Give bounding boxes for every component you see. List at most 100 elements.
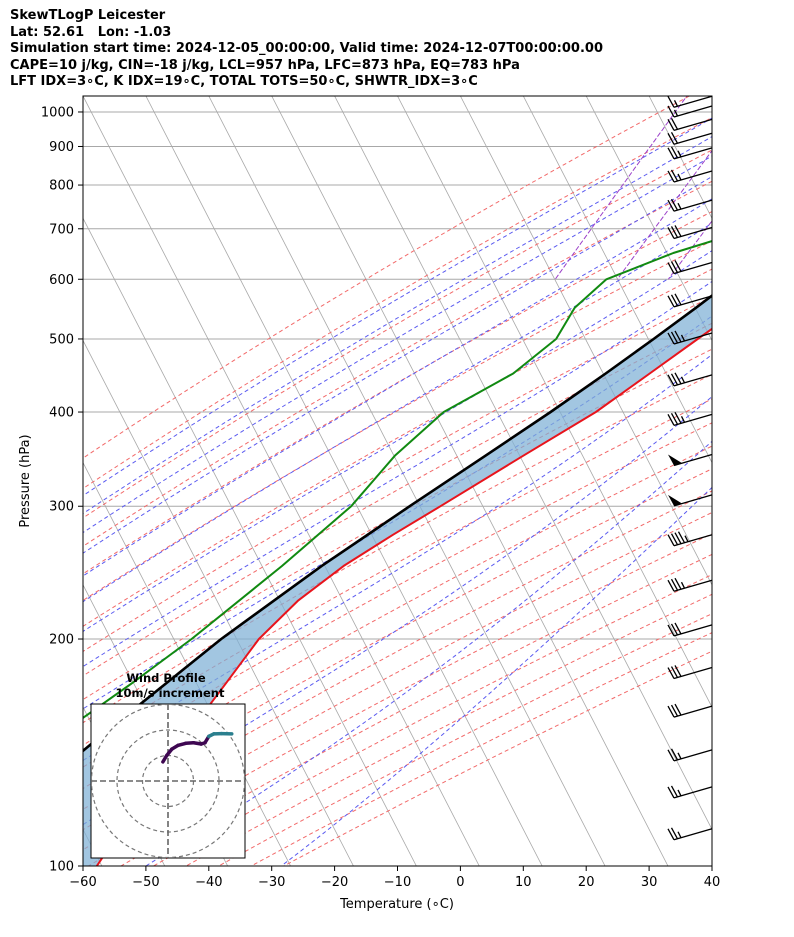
barb-flag <box>674 665 682 677</box>
sounding-profiles <box>83 240 712 866</box>
y-tick-label: 600 <box>49 273 74 288</box>
barb-flag <box>674 622 682 635</box>
barb-flag <box>674 703 682 716</box>
barb-shaft <box>673 261 713 275</box>
wind-barb <box>667 198 713 212</box>
dry-adiabat <box>83 468 712 810</box>
barb-shaft <box>673 199 713 212</box>
barb-shaft <box>673 579 713 592</box>
barb-flag <box>667 262 675 274</box>
barb-flag <box>670 118 679 130</box>
moist-adiabat <box>83 155 712 534</box>
barb-shaft <box>673 118 713 131</box>
barb-half-flag <box>677 173 682 181</box>
isotherm-line <box>208 96 606 866</box>
barb-shaft <box>673 749 713 762</box>
barb-flag <box>670 331 679 344</box>
moist-adiabat <box>83 222 712 603</box>
barb-flag <box>667 579 675 592</box>
dry-adiabat <box>83 96 691 459</box>
barb-flag <box>667 119 675 131</box>
y-axis-label: Pressure (hPa) <box>18 434 33 527</box>
barb-shaft <box>673 413 713 426</box>
wind-barb <box>667 703 713 718</box>
x-tick-label: 40 <box>704 875 721 890</box>
cape-cin-shading <box>83 295 712 866</box>
barb-flag <box>674 411 682 424</box>
barb-shaft <box>673 786 713 799</box>
y-tick-label: 100 <box>49 860 74 875</box>
barb-shaft <box>673 332 713 345</box>
y-tick-label: 1000 <box>41 105 74 120</box>
hodograph-subtitle: 10m/s increment <box>116 686 225 700</box>
barb-flag <box>667 170 675 183</box>
barb-half-flag <box>684 535 689 542</box>
barb-flag <box>674 532 682 545</box>
barb-pennant <box>668 454 682 466</box>
x-tick-label: 30 <box>641 875 658 890</box>
barb-half-flag <box>677 789 682 797</box>
barb-flag <box>667 624 675 637</box>
barb-flag <box>667 132 675 145</box>
moist-adiabat <box>83 280 712 668</box>
barb-flag <box>670 261 679 273</box>
wind-barb <box>667 146 713 160</box>
simulation-times: Simulation start time: 2024-12-05_00:00:… <box>10 41 603 56</box>
isotherm-line <box>522 96 712 464</box>
mixing-ratio-line <box>770 93 794 279</box>
wind-barb <box>667 577 713 592</box>
y-tick-label: 900 <box>49 140 74 155</box>
barb-flag <box>670 294 679 307</box>
barb-flag <box>670 412 679 425</box>
barb-flag <box>674 225 682 237</box>
barb-shaft <box>673 666 713 680</box>
barb-shaft <box>673 624 713 637</box>
wind-barb <box>667 411 713 426</box>
barb-flag <box>667 705 675 718</box>
dry-adiabat <box>83 490 712 831</box>
barb-flag <box>667 295 675 308</box>
location-coordinates: Lat: 52.61 Lon: -1.03 <box>10 24 172 40</box>
dry-adiabat <box>83 117 712 490</box>
hodograph-inset: Wind Profile 10m/s increment <box>90 671 246 859</box>
dry-adiabat <box>83 398 712 746</box>
isotherm-line <box>83 96 480 866</box>
wind-barb <box>667 225 713 240</box>
barb-flag <box>670 578 679 591</box>
barb-flag <box>667 534 675 547</box>
x-tick-label: −60 <box>69 875 96 890</box>
moist-adiabat <box>83 175 712 554</box>
barb-shaft <box>673 132 713 145</box>
barb-flag <box>667 199 675 212</box>
x-axis-label: Temperature (∘C) <box>339 897 454 912</box>
moist-adiabat <box>83 135 712 515</box>
wind-barb <box>667 827 713 841</box>
chart-title: SkewTLogP Leicester <box>10 8 166 23</box>
barb-half-flag <box>677 150 682 158</box>
barb-half-flag <box>680 581 686 589</box>
wind-barb <box>667 665 713 680</box>
wind-barb <box>667 95 713 108</box>
y-tick-label: 700 <box>49 222 74 237</box>
chart-header: SkewTLogP Leicester Lat: 52.61 Lon: -1.0… <box>10 8 603 91</box>
barb-flag <box>667 147 675 160</box>
mixing-ratio-line <box>667 220 712 280</box>
isotherm-line <box>775 96 794 866</box>
barb-flag <box>670 131 679 144</box>
x-tick-label: 20 <box>578 875 595 890</box>
y-tick-label: 500 <box>49 332 74 347</box>
barb-flag <box>667 95 675 108</box>
mixing-ratio-line <box>554 96 688 280</box>
barb-shaft <box>673 95 713 108</box>
barb-half-flag <box>677 202 682 210</box>
barb-shaft <box>673 705 713 718</box>
isotherm-line <box>585 96 712 342</box>
barb-flag <box>667 786 675 799</box>
barb-shaft <box>673 828 713 841</box>
barb-flag <box>667 374 675 387</box>
x-tick-label: 0 <box>456 875 464 890</box>
isotherm-line <box>711 96 712 97</box>
barb-flag <box>667 667 675 679</box>
dry-adiabat <box>83 511 712 851</box>
